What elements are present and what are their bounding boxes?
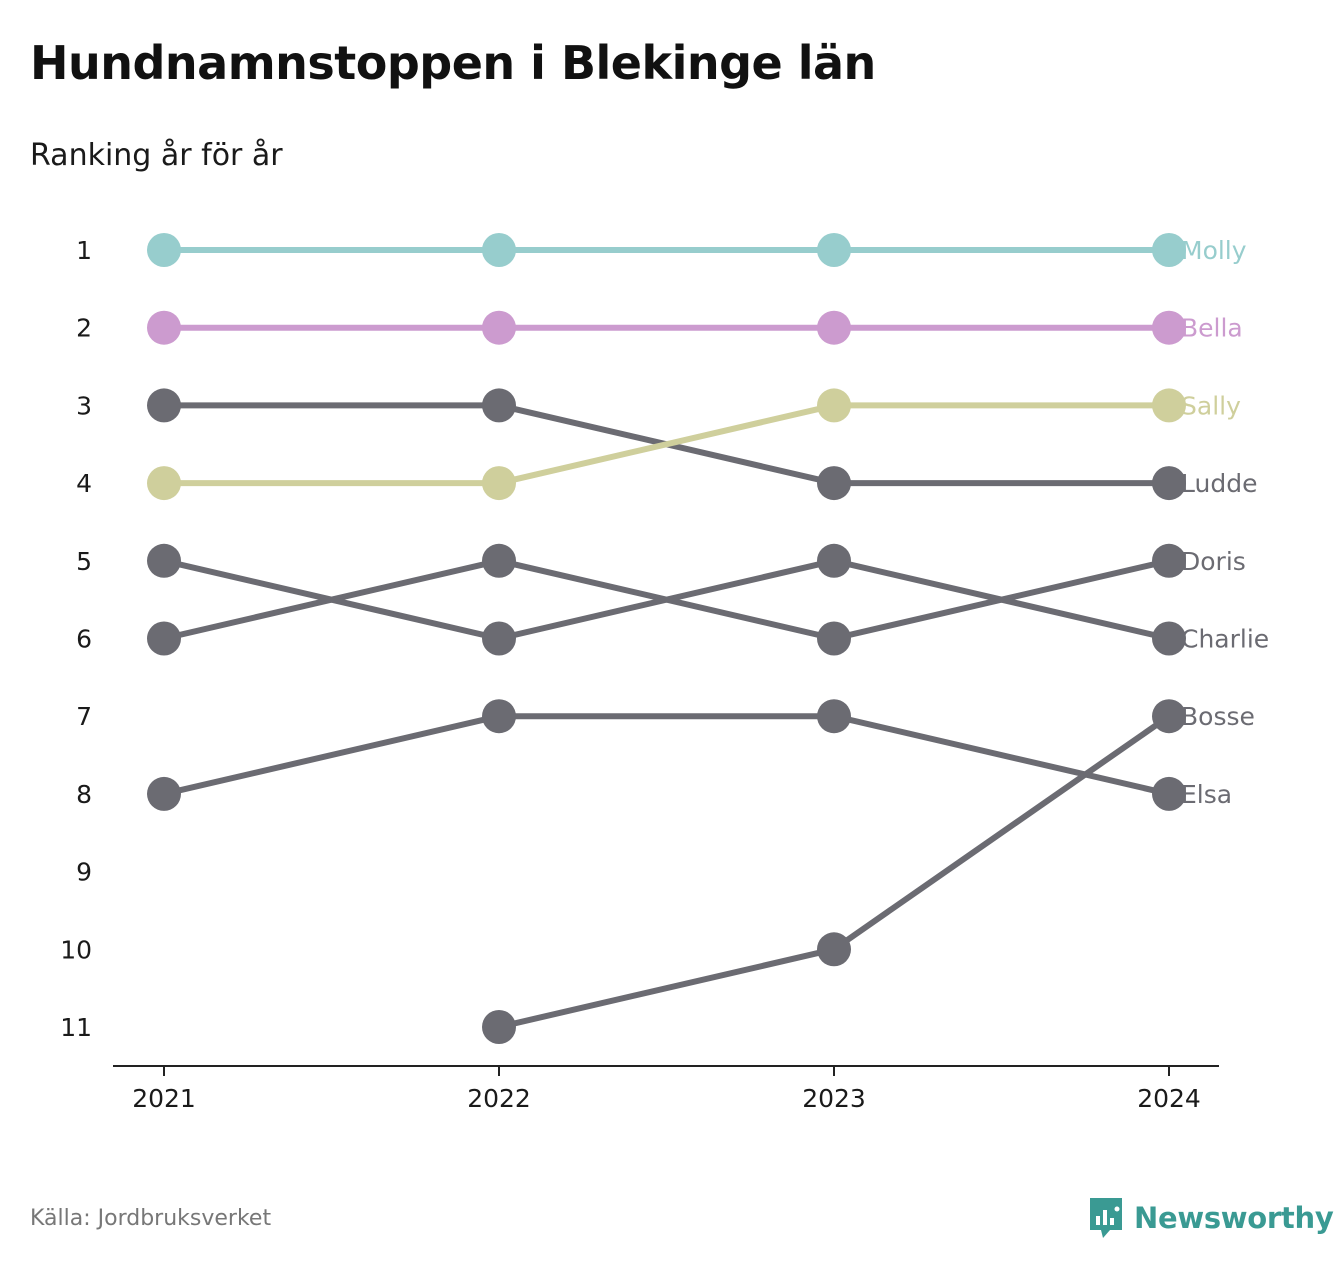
data-point-charlie xyxy=(147,543,181,578)
series-label-molly: Molly xyxy=(1181,236,1247,265)
x-axis: 2021 2022 2023 2024 xyxy=(113,1065,1219,1113)
data-point-bosse xyxy=(1152,699,1186,734)
data-point-bella xyxy=(817,310,851,345)
y-tick-label: 8 xyxy=(76,780,92,809)
chart-title: Hundnamnstoppen i Blekinge län xyxy=(30,36,876,90)
y-tick-label: 3 xyxy=(76,391,92,420)
source-note: Källa: Jordbruksverket xyxy=(30,1206,272,1231)
y-tick-label: 1 xyxy=(76,236,92,265)
series-line-sally xyxy=(161,402,1172,487)
x-tick-label: 2021 xyxy=(132,1084,196,1113)
chart-subtitle: Ranking år för år xyxy=(30,138,283,173)
data-point-sally xyxy=(817,388,851,423)
y-tick-label: 10 xyxy=(60,935,92,964)
data-point-doris xyxy=(817,621,851,656)
data-point-bosse xyxy=(817,932,851,967)
data-point-charlie xyxy=(817,543,851,578)
y-tick-label: 6 xyxy=(76,625,92,654)
newsworthy-logo-icon xyxy=(1090,1198,1122,1238)
data-point-bella xyxy=(1152,310,1186,345)
data-point-molly xyxy=(817,233,851,267)
x-tick-label: 2024 xyxy=(1137,1084,1201,1113)
series-points xyxy=(147,233,1186,1044)
y-tick-label: 7 xyxy=(76,702,92,731)
series-line-elsa xyxy=(161,713,1172,797)
brand-name: Newsworthy xyxy=(1134,1201,1334,1235)
data-point-elsa xyxy=(817,699,851,734)
data-point-ludde xyxy=(817,466,851,501)
series-label-ludde: Ludde xyxy=(1181,469,1257,498)
data-point-sally xyxy=(1152,388,1186,423)
data-point-doris xyxy=(147,621,181,656)
y-tick-label: 9 xyxy=(76,858,92,887)
data-point-molly xyxy=(1152,233,1186,267)
series-label-sally: Sally xyxy=(1181,391,1241,420)
brand-logo[interactable]: Newsworthy xyxy=(1088,1196,1334,1240)
series-label-elsa: Elsa xyxy=(1181,780,1232,809)
series-label-bella: Bella xyxy=(1181,314,1243,343)
y-tick-label: 2 xyxy=(76,314,92,343)
x-tick-label: 2023 xyxy=(802,1084,866,1113)
series-labels: Ludde Doris Charlie Bosse Elsa Molly Bella Sall… xyxy=(1181,236,1269,809)
y-tick-label: 4 xyxy=(76,469,92,498)
series-label-bosse: Bosse xyxy=(1181,702,1255,731)
y-tick-label: 11 xyxy=(60,1013,92,1042)
data-point-elsa xyxy=(147,776,181,811)
data-point-elsa xyxy=(1152,776,1186,811)
data-point-charlie xyxy=(1152,621,1186,656)
data-point-elsa xyxy=(482,699,516,734)
series-line-bosse xyxy=(496,713,1172,1030)
data-point-ludde xyxy=(1152,466,1186,501)
data-point-doris xyxy=(1152,543,1186,578)
series-lines xyxy=(161,247,1172,1030)
series-line-charlie xyxy=(161,557,1172,642)
data-point-molly xyxy=(147,233,181,267)
data-point-molly xyxy=(482,233,516,267)
data-point-bella xyxy=(482,310,516,345)
series-label-charlie: Charlie xyxy=(1181,625,1269,654)
data-point-bella xyxy=(147,310,181,345)
data-point-ludde xyxy=(147,388,181,423)
data-point-sally xyxy=(147,466,181,501)
data-point-sally xyxy=(482,466,516,501)
x-tick-label: 2022 xyxy=(467,1084,531,1113)
y-axis: 1 2 3 4 5 6 7 8 9 10 11 xyxy=(60,236,92,1042)
data-point-ludde xyxy=(482,388,516,423)
series-label-doris: Doris xyxy=(1181,547,1246,576)
data-point-doris xyxy=(482,543,516,578)
data-point-bosse xyxy=(482,1010,516,1044)
y-tick-label: 5 xyxy=(76,547,92,576)
data-point-charlie xyxy=(482,621,516,656)
